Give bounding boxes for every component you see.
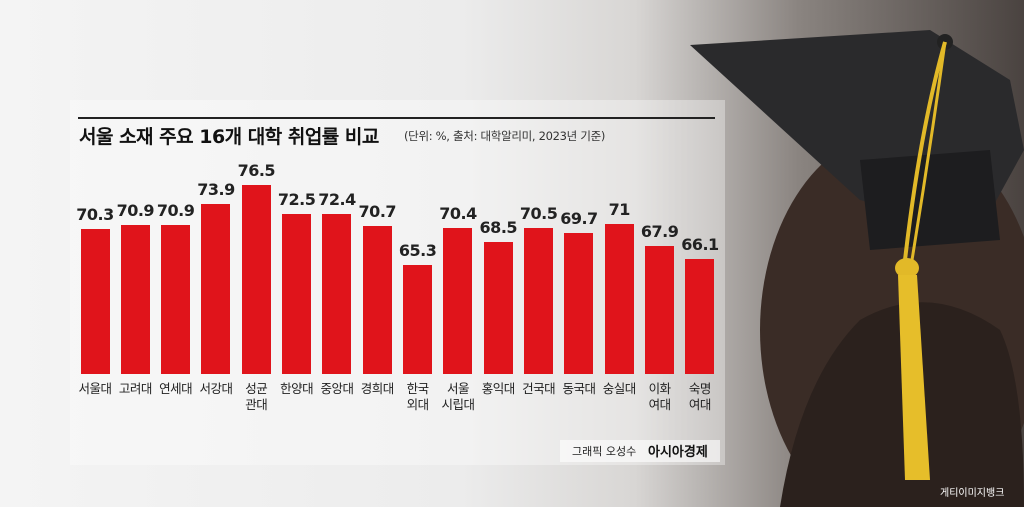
value-label: 67.9 xyxy=(640,222,679,242)
bar xyxy=(403,264,433,374)
x-tick-label: 한양대 xyxy=(280,381,314,396)
bar xyxy=(161,224,191,374)
bar xyxy=(362,226,392,374)
value-label: 72.5 xyxy=(277,189,316,209)
value-label: 73.9 xyxy=(197,179,235,199)
x-tick-label: 성균 관대 xyxy=(245,381,268,412)
value-label: 70.9 xyxy=(156,200,195,220)
bar xyxy=(120,224,150,374)
photo-credit: 게티이미지뱅크 xyxy=(940,488,1005,499)
value-label: 76.5 xyxy=(237,160,276,180)
x-tick-label: 홍익대 xyxy=(481,381,516,396)
bar xyxy=(241,184,271,374)
x-tick-label: 동국대 xyxy=(562,381,596,396)
x-tick-label: 서울대 xyxy=(78,381,112,396)
x-tick-label: 연세대 xyxy=(159,381,193,396)
value-label: 66.1 xyxy=(681,235,719,255)
publisher: 아시아경제 xyxy=(648,445,708,460)
value-label: 72.4 xyxy=(318,190,356,210)
value-label: 71 xyxy=(608,200,631,220)
bar xyxy=(80,229,110,374)
value-label: 68.5 xyxy=(479,218,518,238)
x-tick-label: 중앙대 xyxy=(320,381,354,396)
credit-box xyxy=(560,440,720,462)
x-tick-label: 숭실대 xyxy=(602,381,637,396)
graphic-credit: 그래픽 오성수 xyxy=(572,445,637,458)
value-label: 70.4 xyxy=(439,204,477,224)
x-tick-label: 고려대 xyxy=(118,381,153,396)
x-tick-label: 서울 시립대 xyxy=(441,381,475,412)
value-label: 69.7 xyxy=(560,209,598,229)
x-tick-label: 한국 외대 xyxy=(406,381,430,412)
bar xyxy=(645,246,675,374)
bar xyxy=(282,213,312,374)
x-tick-label: 숙명 여대 xyxy=(688,381,712,412)
x-tick-label: 서강대 xyxy=(199,381,233,396)
bar xyxy=(201,203,231,374)
bar xyxy=(483,242,513,374)
value-label: 65.3 xyxy=(398,240,437,260)
x-tick-label: 이화 여대 xyxy=(648,381,672,412)
value-label: 70.9 xyxy=(116,200,155,220)
bar xyxy=(564,233,594,374)
bar xyxy=(524,227,554,374)
x-tick-label: 건국대 xyxy=(522,381,556,396)
x-tick-label: 경희대 xyxy=(360,381,395,396)
bar xyxy=(604,224,634,374)
bar xyxy=(443,228,473,374)
value-label: 70.5 xyxy=(519,203,558,223)
chart-title: 서울 소재 주요 16개 대학 취업률 비교 xyxy=(79,126,379,148)
value-label: 70.7 xyxy=(358,202,397,222)
bar xyxy=(685,259,715,374)
value-label: 70.3 xyxy=(76,205,114,225)
title-rule xyxy=(78,117,715,119)
bar xyxy=(322,214,352,374)
chart-subtitle: (단위: %, 출처: 대학알리미, 2023년 기준) xyxy=(404,129,606,143)
